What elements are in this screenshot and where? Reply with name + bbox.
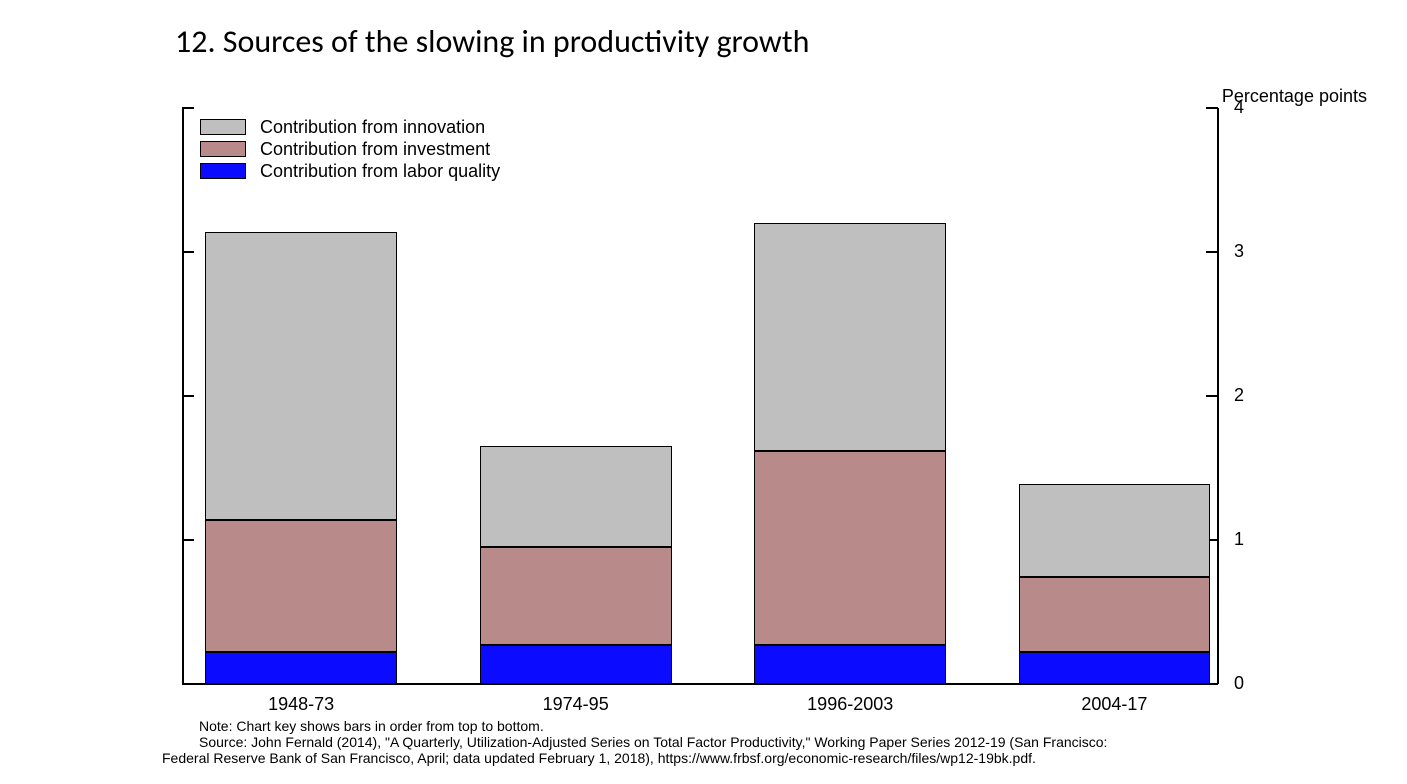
legend-label: Contribution from investment bbox=[260, 139, 490, 160]
bar-segment-investment bbox=[1019, 577, 1211, 652]
legend-swatch bbox=[200, 163, 246, 179]
plot-area bbox=[182, 108, 1218, 684]
legend-item-investment: Contribution from investment bbox=[200, 138, 560, 160]
legend-item-labor_quality: Contribution from labor quality bbox=[200, 160, 560, 182]
y-tick-right bbox=[1206, 395, 1218, 397]
bar-segment-labor_quality bbox=[1019, 652, 1211, 684]
bar-segment-innovation bbox=[205, 232, 397, 520]
legend-label: Contribution from labor quality bbox=[260, 161, 500, 182]
legend: Contribution from innovationContribution… bbox=[200, 116, 560, 190]
y-tick-left bbox=[182, 395, 194, 397]
y-tick-left bbox=[182, 539, 194, 541]
x-tick-label: 1948-73 bbox=[231, 694, 371, 715]
legend-label: Contribution from innovation bbox=[260, 117, 485, 138]
legend-swatch bbox=[200, 141, 246, 157]
bar-segment-labor_quality bbox=[205, 652, 397, 684]
source-text-2: Federal Reserve Bank of San Francisco, A… bbox=[162, 750, 1372, 766]
y-tick-left bbox=[182, 251, 194, 253]
bar-segment-investment bbox=[205, 520, 397, 652]
bar-segment-labor_quality bbox=[480, 645, 672, 684]
y-tick-label: 1 bbox=[1234, 529, 1244, 550]
y-tick-right bbox=[1206, 251, 1218, 253]
bar-segment-innovation bbox=[754, 223, 946, 451]
y-tick-right bbox=[1206, 107, 1218, 109]
x-tick-label: 1996-2003 bbox=[780, 694, 920, 715]
x-tick-label: 1974-95 bbox=[506, 694, 646, 715]
y-tick-label: 4 bbox=[1234, 97, 1244, 118]
y-tick-label: 2 bbox=[1234, 385, 1244, 406]
chart-title: 12. Sources of the slowing in productivi… bbox=[175, 22, 809, 61]
y-tick-label: 3 bbox=[1234, 241, 1244, 262]
y-tick-left bbox=[182, 107, 194, 109]
bar-segment-investment bbox=[754, 451, 946, 645]
y-tick-left bbox=[182, 683, 194, 685]
legend-swatch bbox=[200, 119, 246, 135]
y-tick-label: 0 bbox=[1234, 673, 1244, 694]
bar-segment-innovation bbox=[480, 446, 672, 547]
note-text: Note: Chart key shows bars in order from… bbox=[199, 718, 544, 734]
x-tick-label: 2004-17 bbox=[1044, 694, 1184, 715]
legend-item-innovation: Contribution from innovation bbox=[200, 116, 560, 138]
bar-segment-labor_quality bbox=[754, 645, 946, 684]
source-text-1: Source: John Fernald (2014), "A Quarterl… bbox=[199, 734, 1369, 750]
page-root: 12. Sources of the slowing in productivi… bbox=[0, 0, 1407, 784]
bar-segment-investment bbox=[480, 547, 672, 645]
bar-segment-innovation bbox=[1019, 484, 1211, 578]
